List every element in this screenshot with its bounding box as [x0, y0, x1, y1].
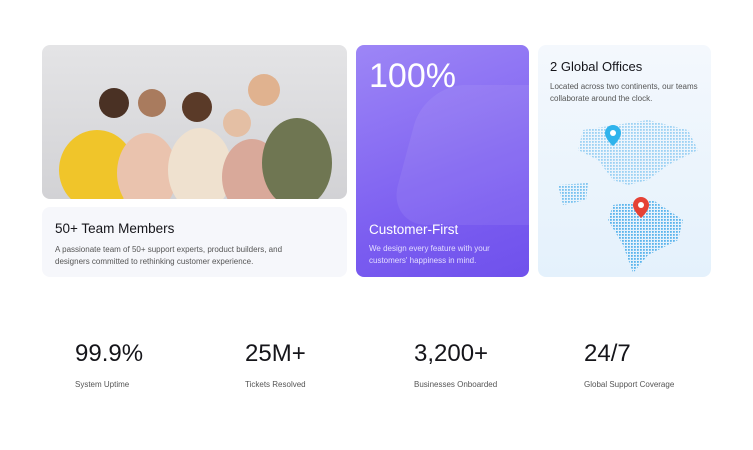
customer-value: 100%	[369, 57, 456, 95]
stat-support: 24/7 Global Support Coverage	[584, 340, 674, 389]
offices-title: 2 Global Offices	[550, 59, 643, 74]
customer-description: We design every feature with your custom…	[369, 244, 490, 265]
stat-value: 99.9%	[75, 340, 144, 367]
team-photo	[42, 45, 347, 199]
map-pin-icon	[633, 197, 649, 218]
stat-label: System Uptime	[75, 380, 130, 389]
map-pin-icon	[605, 125, 621, 146]
stat-value: 25M+	[245, 340, 306, 367]
offices-card: 2 Global Offices Located across two cont…	[538, 45, 711, 277]
person-3	[168, 92, 232, 199]
stat-businesses: 3,200+ Businesses Onboarded	[414, 340, 497, 389]
person-5	[248, 74, 332, 199]
stat-value: 24/7	[584, 340, 631, 367]
decorative-shape	[387, 85, 529, 225]
stat-value: 3,200+	[414, 340, 489, 367]
world-map-icon	[558, 120, 698, 273]
stat-uptime: 99.9% System Uptime	[75, 340, 143, 389]
customer-first-card: 100% Customer-First We design every feat…	[356, 45, 529, 277]
offices-description: Located across two continents, our teams…	[550, 82, 698, 103]
team-card: 50+ Team Members A passionate team of 50…	[42, 207, 347, 277]
stat-label: Businesses Onboarded	[414, 380, 498, 389]
team-title: 50+ Team Members	[55, 221, 175, 236]
team-description: A passionate team of 50+ support experts…	[55, 245, 283, 266]
customer-title: Customer-First	[369, 222, 459, 237]
stat-tickets: 25M+ Tickets Resolved	[245, 340, 306, 389]
stat-label: Global Support Coverage	[584, 380, 675, 389]
person-1	[59, 88, 135, 199]
stat-label: Tickets Resolved	[245, 380, 306, 389]
person-2	[117, 89, 177, 199]
